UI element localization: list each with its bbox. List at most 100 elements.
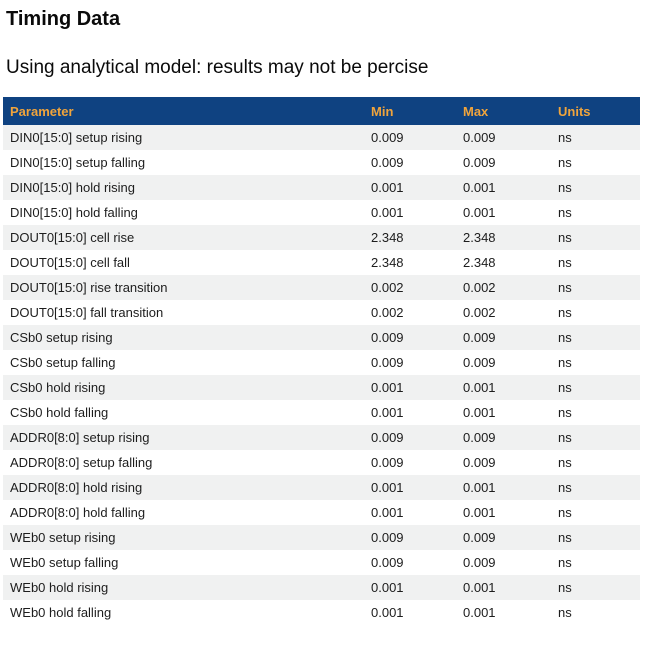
cell-units: ns (558, 605, 572, 620)
column-header-parameter: Parameter (3, 97, 364, 125)
table-row: ADDR0[8:0] setup falling 0.009 0.009 ns (3, 450, 640, 475)
table-row: DOUT0[15:0] cell rise 2.348 2.348 ns (3, 225, 640, 250)
table-row: DOUT0[15:0] fall transition 0.002 0.002 ns (3, 300, 640, 325)
table-row: DOUT0[15:0] rise transition 0.002 0.002 ns (3, 275, 640, 300)
page-title: Timing Data (6, 8, 121, 30)
table-row: CSb0 setup falling 0.009 0.009 ns (3, 350, 640, 375)
column-header-units: Units (551, 97, 640, 125)
cell-units: ns (558, 130, 572, 145)
cell-min: 0.009 (371, 130, 404, 145)
table-row: WEb0 setup rising 0.009 0.009 ns (3, 525, 640, 550)
cell-units: ns (558, 305, 572, 320)
cell-parameter: DOUT0[15:0] cell rise (10, 230, 135, 245)
cell-max: 0.001 (463, 380, 496, 395)
cell-units: ns (558, 280, 572, 295)
cell-min: 0.001 (371, 480, 404, 495)
table-row: ADDR0[8:0] hold falling 0.001 0.001 ns (3, 500, 640, 525)
table-row: ADDR0[8:0] setup rising 0.009 0.009 ns (3, 425, 640, 450)
table-row: CSb0 hold falling 0.001 0.001 ns (3, 400, 640, 425)
cell-units: ns (558, 505, 572, 520)
table-row: DIN0[15:0] hold falling 0.001 0.001 ns (3, 200, 640, 225)
cell-min: 0.001 (371, 180, 404, 195)
page-subtitle: Using analytical model: results may not … (6, 57, 429, 78)
cell-max: 0.009 (463, 455, 496, 470)
cell-min: 0.009 (371, 430, 404, 445)
table-row: WEb0 setup falling 0.009 0.009 ns (3, 550, 640, 575)
cell-units: ns (558, 230, 572, 245)
timing-data-table: Parameter Min Max Units DIN0[15:0] setup… (3, 97, 640, 625)
cell-units: ns (558, 380, 572, 395)
column-header-min: Min (364, 97, 456, 125)
cell-units: ns (558, 180, 572, 195)
cell-units: ns (558, 330, 572, 345)
cell-parameter: DIN0[15:0] hold rising (10, 180, 136, 195)
cell-parameter: DOUT0[15:0] cell fall (10, 255, 130, 270)
cell-max: 2.348 (463, 255, 496, 270)
cell-min: 0.009 (371, 355, 404, 370)
cell-parameter: DOUT0[15:0] fall transition (10, 305, 164, 320)
cell-max: 0.009 (463, 555, 496, 570)
cell-min: 0.009 (371, 155, 404, 170)
cell-min: 0.002 (371, 305, 404, 320)
cell-max: 0.001 (463, 480, 496, 495)
cell-units: ns (558, 580, 572, 595)
cell-min: 0.001 (371, 605, 404, 620)
cell-min: 2.348 (371, 255, 404, 270)
table-row: ADDR0[8:0] hold rising 0.001 0.001 ns (3, 475, 640, 500)
cell-parameter: DIN0[15:0] setup falling (10, 155, 146, 170)
cell-max: 0.002 (463, 305, 496, 320)
cell-max: 0.002 (463, 280, 496, 295)
table-row: DIN0[15:0] setup rising 0.009 0.009 ns (3, 125, 640, 150)
cell-min: 0.001 (371, 405, 404, 420)
cell-parameter: DOUT0[15:0] rise transition (10, 280, 168, 295)
cell-max: 2.348 (463, 230, 496, 245)
cell-max: 0.009 (463, 130, 496, 145)
cell-parameter: ADDR0[8:0] hold rising (10, 480, 143, 495)
table-row: DIN0[15:0] hold rising 0.001 0.001 ns (3, 175, 640, 200)
cell-max: 0.001 (463, 580, 496, 595)
cell-units: ns (558, 555, 572, 570)
cell-units: ns (558, 355, 572, 370)
cell-parameter: DIN0[15:0] hold falling (10, 205, 138, 220)
cell-min: 0.009 (371, 330, 404, 345)
cell-min: 0.001 (371, 580, 404, 595)
cell-min: 0.009 (371, 530, 404, 545)
cell-parameter: WEb0 hold falling (10, 605, 112, 620)
cell-units: ns (558, 455, 572, 470)
cell-min: 0.001 (371, 205, 404, 220)
cell-min: 0.001 (371, 380, 404, 395)
cell-max: 0.001 (463, 605, 496, 620)
cell-parameter: CSb0 setup rising (10, 330, 113, 345)
table-row: DIN0[15:0] setup falling 0.009 0.009 ns (3, 150, 640, 175)
cell-parameter: CSb0 setup falling (10, 355, 116, 370)
cell-max: 0.001 (463, 180, 496, 195)
table-header-row: Parameter Min Max Units (3, 97, 640, 125)
table-row: DOUT0[15:0] cell fall 2.348 2.348 ns (3, 250, 640, 275)
cell-parameter: ADDR0[8:0] hold falling (10, 505, 146, 520)
cell-max: 0.009 (463, 330, 496, 345)
column-header-max: Max (456, 97, 551, 125)
cell-units: ns (558, 155, 572, 170)
cell-min: 0.002 (371, 280, 404, 295)
cell-parameter: CSb0 hold rising (10, 380, 106, 395)
cell-units: ns (558, 405, 572, 420)
cell-min: 0.009 (371, 455, 404, 470)
cell-max: 0.009 (463, 355, 496, 370)
cell-parameter: WEb0 hold rising (10, 580, 109, 595)
cell-parameter: DIN0[15:0] setup rising (10, 130, 143, 145)
cell-max: 0.009 (463, 430, 496, 445)
cell-min: 2.348 (371, 230, 404, 245)
table-row: CSb0 hold rising 0.001 0.001 ns (3, 375, 640, 400)
cell-units: ns (558, 480, 572, 495)
cell-units: ns (558, 430, 572, 445)
cell-parameter: CSb0 hold falling (10, 405, 109, 420)
table-row: WEb0 hold falling 0.001 0.001 ns (3, 600, 640, 625)
table-body: DIN0[15:0] setup rising 0.009 0.009 ns DIN0[… (3, 125, 640, 625)
cell-max: 0.009 (463, 530, 496, 545)
cell-max: 0.001 (463, 405, 496, 420)
table-row: WEb0 hold rising 0.001 0.001 ns (3, 575, 640, 600)
cell-max: 0.001 (463, 505, 496, 520)
cell-parameter: ADDR0[8:0] setup rising (10, 430, 150, 445)
cell-parameter: WEb0 setup rising (10, 530, 116, 545)
